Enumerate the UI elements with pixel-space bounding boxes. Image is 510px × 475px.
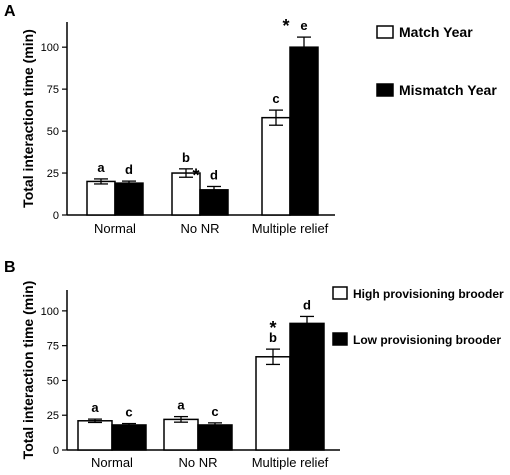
panel-b-significance-letter: c [211,404,218,419]
panel-b-bar [255,356,291,451]
panel-a-bar [86,180,116,216]
panel-b-legend-swatch [332,286,348,300]
panel-b-bar [77,420,113,451]
panel-a-bar [289,46,319,216]
panel-b-bar [111,424,147,451]
panel-b-significance-letter: b [269,330,277,345]
panel-b-bar [197,424,233,451]
panel-b-y-axis-label: Total interaction time (min) [20,281,36,460]
panel-a-legend-label: Match Year [399,24,473,40]
panel-b-y-tick-label: 0 [53,445,59,457]
panel-b-y-tick-label: 100 [41,306,59,318]
panel-a-significance-letter: b [182,150,190,165]
panel-a-y-tick-label: 75 [47,84,59,96]
panel-a-significance-letter: d [210,167,218,182]
panel-b-significance-star: * [269,318,276,338]
panel-b-legend-label: High provisioning brooder [353,287,504,301]
panel-a-bar [114,182,144,216]
panel-b-y-tick-label: 75 [47,341,59,353]
panel-a-legend-swatch [376,83,394,97]
panel-a-y-tick-label: 25 [47,168,59,180]
panel-b-legend-label: Low provisioning brooder [353,333,501,347]
panel-b-significance-letter: d [303,297,311,312]
panel-a-significance-letter: c [272,91,279,106]
panel-a-category-label: Multiple relief [252,221,329,236]
panel-b-letter: B [4,259,16,276]
panel-b-category-label: No NR [178,455,217,470]
panel-a-legend-label: Mismatch Year [399,82,497,98]
panel-a-bar [199,189,229,216]
panel-b-y-tick-label: 25 [47,410,59,422]
panel-a-category-label: Normal [94,221,136,236]
panel-b-category-label: Normal [91,455,133,470]
panel-a-bar [261,116,291,216]
panel-b-significance-letter: a [177,398,185,413]
panel-b-bar [289,322,325,451]
panel-a-significance-letter: a [97,160,105,175]
panel-a-letter: A [4,3,16,20]
panel-a-legend-swatch [376,25,394,39]
panel-b-y-tick-label: 50 [47,375,59,387]
panel-b-significance-letter: a [91,400,99,415]
panel-a-y-axis-label: Total interaction time (min) [20,29,36,208]
panel-a-significance-letter: e [300,18,307,33]
panel-b-significance-letter: c [125,405,132,420]
panel-b-legend-swatch [332,332,348,346]
panel-a-y-tick-label: 50 [47,126,59,138]
panel-b-bar [163,418,199,451]
panel-a-category-label: No NR [180,221,219,236]
panel-b-category-label: Multiple relief [252,455,329,470]
panel-a-significance-star: * [282,16,289,36]
panel-a-y-tick-label: 100 [41,42,59,54]
panel-a-significance-letter: d [125,162,133,177]
panel-a-significance-star: * [192,165,199,185]
panel-a-y-tick-label: 0 [53,210,59,222]
